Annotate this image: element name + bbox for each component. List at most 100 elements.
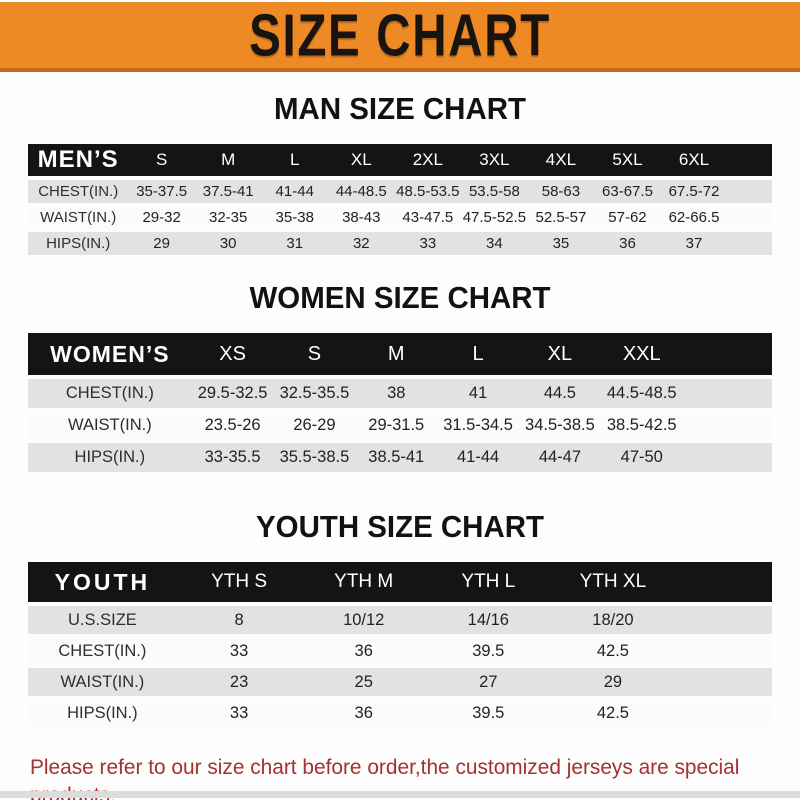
size-cell: 67.5-72	[660, 180, 728, 206]
size-cell: 23	[176, 668, 302, 699]
size-cell: 31.5-34.5	[437, 411, 519, 443]
size-cell: 47.5-52.5	[461, 206, 528, 232]
size-column-header: 4XL	[527, 144, 595, 180]
size-cell: 48.5-53.5	[394, 180, 462, 206]
size-cell: 32.5-35.5	[273, 379, 356, 411]
bottom-divider	[0, 791, 800, 798]
table-header-label: WOMEN’S	[28, 333, 192, 379]
table-header-row: YOUTH YTH S YTH M YTH L YTH XL	[28, 562, 772, 606]
table-row: WAIST(IN.) 23.5-26 26-29 29-31.5 31.5-34.5 34…	[28, 411, 772, 443]
row-label: WAIST(IN.)	[28, 668, 177, 699]
size-cell: 39.5	[426, 699, 551, 730]
table-row: CHEST(IN.) 29.5-32.5 32.5-35.5 38 41 44.5 44.5…	[28, 379, 772, 411]
size-cell: 29	[128, 232, 195, 258]
size-cell: 44.5-48.5	[600, 379, 683, 411]
size-cell: 29	[550, 668, 676, 699]
size-cell: 25	[301, 668, 427, 699]
size-column-header: L	[261, 144, 329, 180]
size-column-header: YTH M	[301, 562, 427, 606]
row-label: HIPS(IN.)	[28, 443, 192, 475]
row-spacer	[675, 699, 772, 730]
table-row: CHEST(IN.) 35-37.5 37.5-41 41-44 44-48.5 48.5…	[28, 180, 772, 206]
size-column-header: XS	[191, 333, 274, 379]
row-spacer	[675, 637, 772, 668]
table-header-label: YOUTH	[28, 562, 177, 606]
size-cell: 62-66.5	[660, 206, 728, 232]
size-cell: 35.5-38.5	[273, 443, 356, 475]
size-column-header: S	[128, 144, 195, 180]
size-cell: 29.5-32.5	[191, 379, 274, 411]
size-column-header: 5XL	[594, 144, 661, 180]
table-row: HIPS(IN.) 33-35.5 35.5-38.5 38.5-41 41-44 44-…	[28, 443, 772, 475]
size-cell: 52.5-57	[527, 206, 595, 232]
size-column-header: YTH L	[426, 562, 551, 606]
size-cell: 63-67.5	[594, 180, 661, 206]
size-cell: 33	[394, 232, 462, 258]
size-cell: 32-35	[194, 206, 262, 232]
table-row: WAIST(IN.) 23 25 27 29	[28, 668, 772, 699]
table-row: HIPS(IN.) 33 36 39.5 42.5	[28, 699, 772, 730]
size-cell: 44-47	[519, 443, 601, 475]
size-cell: 8	[176, 606, 302, 637]
header-spacer	[675, 562, 772, 606]
row-label: U.S.SIZE	[28, 606, 177, 637]
size-cell: 35-37.5	[128, 180, 195, 206]
women-size-table: WOMEN’S XS S M L XL XXL CHEST(IN.) 29.5-32.5 32.5…	[28, 333, 772, 475]
man-section-title: MAN SIZE CHART	[274, 91, 526, 126]
row-label: CHEST(IN.)	[28, 379, 192, 411]
size-cell: 58-63	[527, 180, 595, 206]
youth-size-table-wrap: YOUTH YTH S YTH M YTH L YTH XL U.S.SIZE 8 10/12…	[28, 562, 772, 730]
size-cell: 43-47.5	[394, 206, 462, 232]
row-spacer	[727, 232, 772, 258]
size-cell: 36	[301, 637, 427, 668]
row-label: CHEST(IN.)	[28, 637, 177, 668]
header-spacer	[682, 333, 772, 379]
row-spacer	[675, 606, 772, 637]
table-header-row: WOMEN’S XS S M L XL XXL	[28, 333, 772, 379]
size-cell: 10/12	[301, 606, 427, 637]
table-header-label: MEN’S	[28, 144, 129, 180]
size-cell: 42.5	[550, 699, 676, 730]
size-cell: 42.5	[550, 637, 676, 668]
table-row: WAIST(IN.) 29-32 32-35 35-38 38-43 43-47.5 47.…	[28, 206, 772, 232]
size-column-header: YTH S	[176, 562, 302, 606]
row-label: CHEST(IN.)	[28, 180, 129, 206]
size-cell: 34.5-38.5	[519, 411, 601, 443]
size-cell: 41	[437, 379, 519, 411]
size-cell: 26-29	[273, 411, 356, 443]
size-cell: 36	[594, 232, 661, 258]
row-spacer	[682, 379, 772, 411]
row-label: HIPS(IN.)	[28, 699, 177, 730]
size-cell: 41-44	[261, 180, 329, 206]
banner: SIZE CHART	[0, 2, 800, 72]
row-spacer	[727, 206, 772, 232]
size-column-header: XXL	[600, 333, 683, 379]
size-cell: 38.5-42.5	[600, 411, 683, 443]
banner-title: SIZE CHART	[249, 1, 551, 69]
size-cell: 41-44	[437, 443, 519, 475]
row-label: HIPS(IN.)	[28, 232, 129, 258]
size-cell: 53.5-58	[461, 180, 528, 206]
size-cell: 33	[176, 637, 302, 668]
size-cell: 39.5	[426, 637, 551, 668]
size-column-header: 2XL	[394, 144, 462, 180]
women-size-table-wrap: WOMEN’S XS S M L XL XXL CHEST(IN.) 29.5-32.5 32.5…	[28, 333, 772, 475]
size-cell: 31	[261, 232, 329, 258]
youth-size-table: YOUTH YTH S YTH M YTH L YTH XL U.S.SIZE 8 10/12…	[28, 562, 772, 730]
size-cell: 30	[194, 232, 262, 258]
size-cell: 44.5	[519, 379, 601, 411]
size-cell: 38	[355, 379, 438, 411]
table-row: U.S.SIZE 8 10/12 14/16 18/20	[28, 606, 772, 637]
size-column-header: XL	[519, 333, 601, 379]
row-spacer	[675, 668, 772, 699]
man-size-table-wrap: MEN’S S M L XL 2XL 3XL 4XL 5XL 6XL CHEST(IN.) 35-37…	[28, 144, 772, 258]
size-cell: 37	[660, 232, 728, 258]
size-cell: 47-50	[600, 443, 683, 475]
size-column-header: L	[437, 333, 519, 379]
size-cell: 38-43	[328, 206, 395, 232]
size-cell: 18/20	[550, 606, 676, 637]
size-cell: 33	[176, 699, 302, 730]
row-label: WAIST(IN.)	[28, 411, 192, 443]
size-cell: 27	[426, 668, 551, 699]
size-cell: 37.5-41	[194, 180, 262, 206]
